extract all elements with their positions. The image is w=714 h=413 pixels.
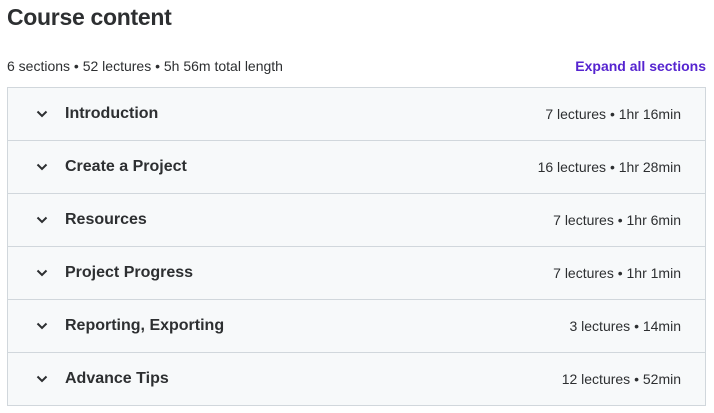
sections-list: Introduction 7 lectures • 1hr 16min Crea… xyxy=(7,87,706,406)
chevron-down-icon xyxy=(36,108,48,120)
section-row[interactable]: Project Progress 7 lectures • 1hr 1min xyxy=(8,247,705,300)
section-row[interactable]: Advance Tips 12 lectures • 52min xyxy=(8,353,705,405)
chevron-down-icon xyxy=(36,214,48,226)
section-title: Reporting, Exporting xyxy=(65,317,225,334)
section-row[interactable]: Introduction 7 lectures • 1hr 16min xyxy=(8,88,705,141)
chevron-down-icon xyxy=(36,161,48,173)
section-title: Resources xyxy=(65,211,147,228)
section-meta: 12 lectures • 52min xyxy=(561,371,681,387)
section-title: Create a Project xyxy=(65,158,187,175)
section-title: Introduction xyxy=(65,105,159,122)
chevron-down-icon xyxy=(36,320,48,332)
section-meta: 7 lectures • 1hr 6min xyxy=(553,212,681,228)
section-row[interactable]: Create a Project 16 lectures • 1hr 28min xyxy=(8,141,705,194)
section-meta: 7 lectures • 1hr 16min xyxy=(545,106,681,122)
section-title: Project Progress xyxy=(65,264,194,281)
section-row[interactable]: Resources 7 lectures • 1hr 6min xyxy=(8,194,705,247)
section-meta: 7 lectures • 1hr 1min xyxy=(553,265,681,281)
section-title: Advance Tips xyxy=(65,370,169,387)
section-meta: 3 lectures • 14min xyxy=(569,318,681,334)
section-row[interactable]: Reporting, Exporting 3 lectures • 14min xyxy=(8,300,705,353)
chevron-down-icon xyxy=(36,267,48,279)
course-summary: 6 sections • 52 lectures • 5h 56m total … xyxy=(7,58,283,74)
section-meta: 16 lectures • 1hr 28min xyxy=(537,159,681,175)
chevron-down-icon xyxy=(36,373,48,385)
page-title: Course content xyxy=(7,4,172,30)
expand-all-sections-link[interactable]: Expand all sections xyxy=(575,58,706,74)
